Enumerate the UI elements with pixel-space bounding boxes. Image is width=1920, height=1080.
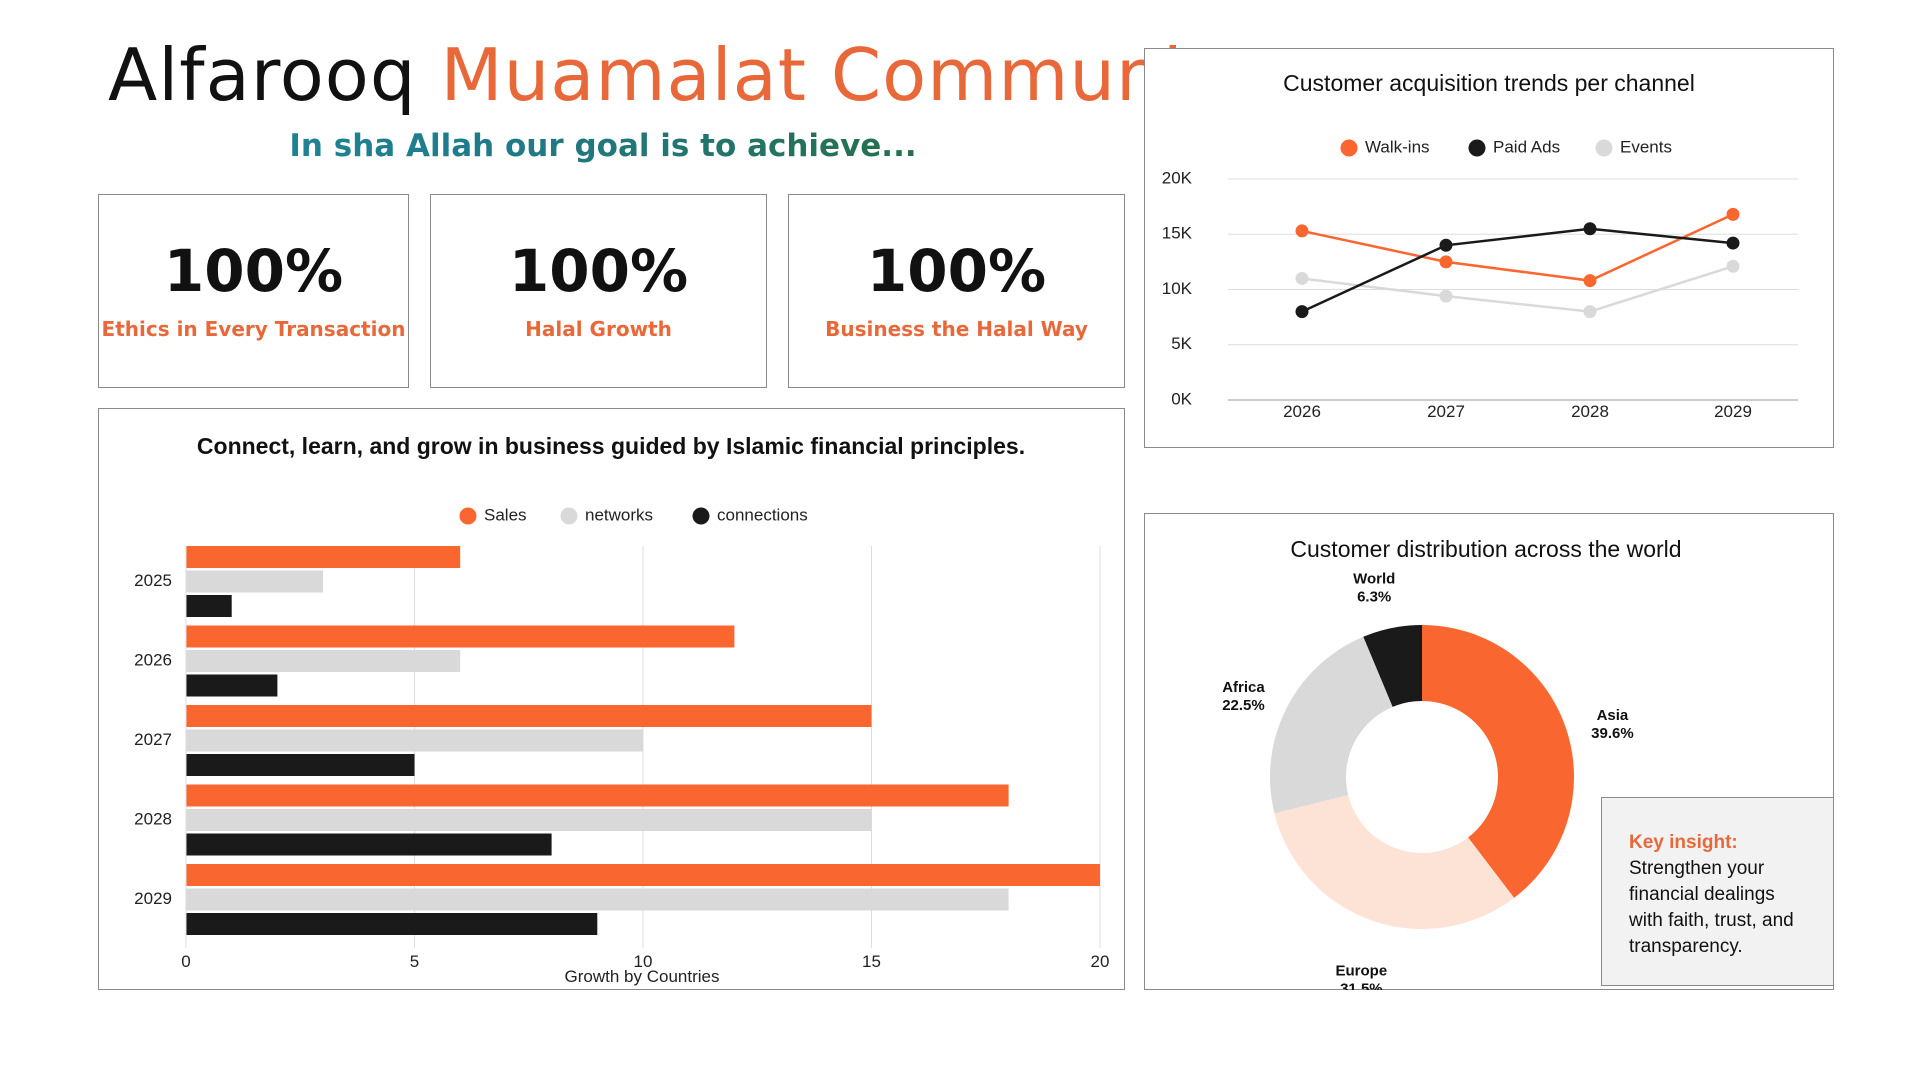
kpi-card-ethics: 100% Ethics in Every Transaction: [98, 194, 409, 388]
legend-marker-walk-ins: [1340, 139, 1358, 157]
line-series-paid-ads: [1301, 227, 1734, 313]
line-point-paid-ads-2028: [1583, 222, 1597, 236]
donut-label-europe: Europe: [1336, 963, 1388, 980]
key-insight-text: Strengthen your financial dealings with …: [1629, 858, 1794, 957]
line-point-paid-ads-2029: [1726, 236, 1740, 250]
bar-networks-2027: [186, 729, 643, 752]
bar-connections-2029: [186, 913, 598, 935]
legend-marker-paid-ads: [1468, 139, 1486, 157]
line-chart: Customer acquisition trends per channel …: [1162, 70, 1798, 421]
donut-slice-world: [1363, 625, 1422, 707]
donut-chart-title: Customer distribution across the world: [1290, 536, 1681, 562]
bar-chart: Connect, learn, and grow in business gui…: [134, 433, 1110, 986]
key-insight-heading: Key insight:: [1629, 832, 1738, 853]
line-x-tick-label: 2029: [1714, 402, 1752, 421]
line-series-walk-ins: [1301, 213, 1734, 282]
bar-y-tick-label: 2027: [134, 730, 172, 749]
bar-y-tick-label: 2025: [134, 571, 172, 590]
bar-networks-2029: [186, 888, 1009, 911]
bar-connections-2028: [186, 833, 552, 856]
legend-label-connections: connections: [717, 505, 808, 524]
bar-sales-2028: [186, 784, 1009, 807]
line-point-events-2029: [1726, 259, 1740, 273]
line-point-walk-ins-2028: [1583, 274, 1597, 288]
bar-x-tick-label: 0: [181, 952, 190, 971]
legend-label-sales: Sales: [484, 505, 527, 524]
bar-y-tick-label: 2028: [134, 809, 172, 828]
line-x-tick-label: 2026: [1283, 402, 1321, 421]
line-y-tick-label: 10K: [1162, 279, 1193, 298]
donut-slice-asia: [1422, 625, 1574, 898]
kpi-value: 100%: [163, 237, 344, 305]
kpi-label: Ethics in Every Transaction: [101, 317, 406, 341]
line-y-tick-label: 20K: [1162, 168, 1193, 187]
legend-label-walk-ins: Walk-ins: [1365, 137, 1430, 156]
page-title: Alfarooq Muamalat Community: [108, 30, 1257, 120]
bar-x-axis-label: Growth by Countries: [565, 967, 720, 986]
donut-value-europe: 31.5%: [1340, 981, 1383, 990]
key-insight-box: Key insight: Strengthen your financial d…: [1601, 797, 1834, 986]
donut-value-africa: 22.5%: [1222, 697, 1265, 714]
line-point-walk-ins-2026: [1295, 224, 1309, 238]
subtitle: In sha Allah our goal is to achieve...: [98, 128, 1108, 164]
kpi-value: 100%: [508, 237, 689, 305]
bar-x-tick-label: 5: [410, 952, 419, 971]
line-point-events-2028: [1583, 305, 1597, 319]
line-y-tick-label: 0K: [1171, 389, 1192, 408]
line-point-events-2027: [1439, 289, 1453, 303]
kpi-card-business-halal: 100% Business the Halal Way: [788, 194, 1125, 388]
donut-value-world: 6.3%: [1357, 589, 1391, 606]
legend-marker-connections: [692, 507, 710, 525]
bar-networks-2025: [186, 570, 324, 593]
legend-marker-sales: [459, 507, 477, 525]
title-part1: Alfarooq: [108, 33, 417, 117]
bar-sales-2029: [186, 864, 1100, 886]
donut-label-asia: Asia: [1597, 707, 1629, 724]
line-chart-title: Customer acquisition trends per channel: [1283, 70, 1695, 96]
legend-label-networks: networks: [585, 505, 653, 524]
donut-value-asia: 39.6%: [1591, 725, 1634, 742]
bar-y-tick-label: 2026: [134, 650, 172, 669]
line-point-paid-ads-2027: [1439, 238, 1453, 252]
kpi-card-halal-growth: 100% Halal Growth: [430, 194, 767, 388]
kpi-label: Halal Growth: [525, 317, 672, 341]
donut-slice-europe: [1274, 795, 1515, 929]
line-x-tick-label: 2027: [1427, 402, 1465, 421]
bar-connections-2025: [186, 595, 232, 617]
line-point-walk-ins-2029: [1726, 207, 1740, 221]
donut-label-world: World: [1353, 571, 1395, 588]
bar-networks-2026: [186, 650, 461, 672]
bar-x-tick-label: 10: [634, 952, 653, 971]
legend-label-paid-ads: Paid Ads: [1493, 137, 1560, 156]
legend-marker-events: [1595, 139, 1613, 157]
bar-sales-2025: [186, 546, 461, 568]
bar-connections-2027: [186, 754, 415, 776]
line-x-tick-label: 2028: [1571, 402, 1609, 421]
line-chart-panel: [1144, 48, 1834, 448]
donut-slice-africa: [1270, 636, 1393, 814]
donut-chart: Customer distribution across the world A…: [1222, 536, 1681, 990]
legend-label-events: Events: [1620, 137, 1672, 156]
line-point-walk-ins-2027: [1439, 255, 1453, 269]
bar-connections-2026: [186, 674, 278, 697]
bar-networks-2028: [186, 809, 872, 831]
line-y-tick-label: 15K: [1162, 224, 1193, 243]
bar-x-tick-label: 20: [1091, 952, 1110, 971]
bar-sales-2026: [186, 625, 735, 648]
line-point-events-2026: [1295, 271, 1309, 285]
title-part2: Muamalat Community: [440, 33, 1257, 117]
line-y-tick-label: 5K: [1171, 334, 1192, 353]
bar-sales-2027: [186, 705, 872, 727]
legend-marker-networks: [560, 507, 578, 525]
bar-chart-title: Connect, learn, and grow in business gui…: [197, 433, 1025, 459]
line-point-paid-ads-2026: [1295, 305, 1309, 319]
line-series-events: [1301, 265, 1734, 313]
kpi-label: Business the Halal Way: [825, 317, 1088, 341]
bar-y-tick-label: 2029: [134, 889, 172, 908]
kpi-value: 100%: [866, 237, 1047, 305]
donut-label-africa: Africa: [1222, 679, 1265, 696]
bar-x-tick-label: 15: [862, 952, 881, 971]
